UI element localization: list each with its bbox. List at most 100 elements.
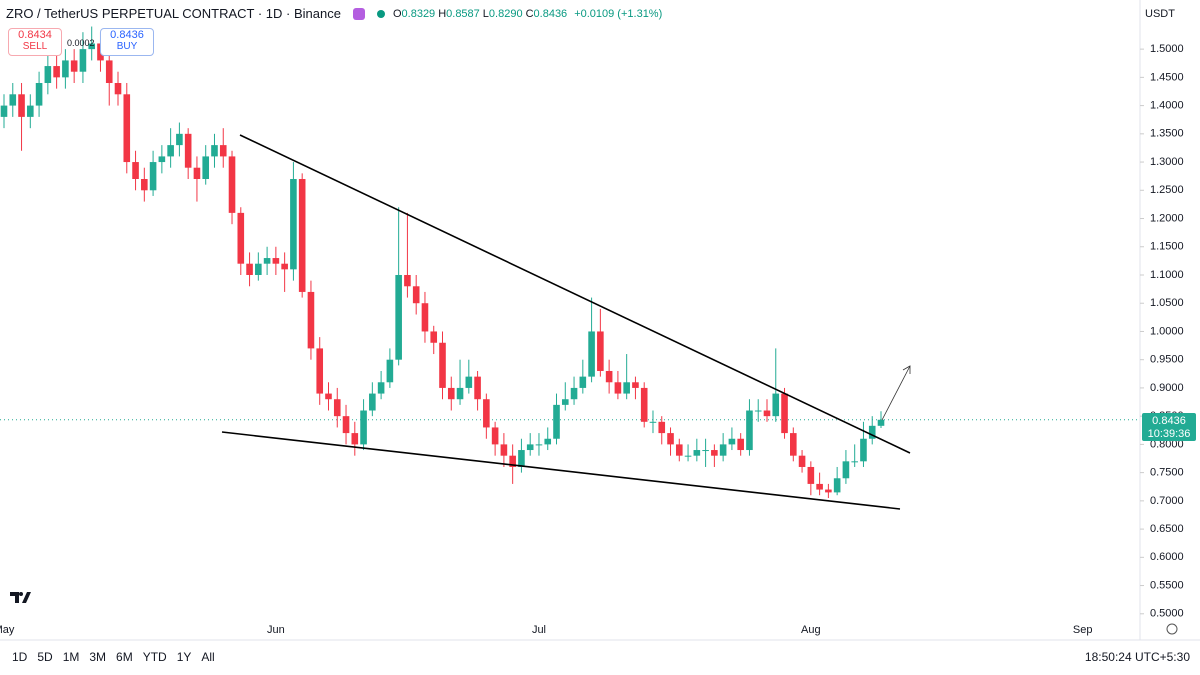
candle-body [325, 393, 332, 400]
candle-body [868, 425, 876, 439]
candle-body [0, 105, 8, 117]
candle-body [860, 438, 867, 462]
candle-body [447, 387, 455, 400]
y-tick-label: 1.2500 [1150, 184, 1184, 196]
candle-body [456, 387, 464, 400]
range-button[interactable]: YTD [142, 650, 167, 664]
candle-body [62, 60, 69, 78]
trend-line [239, 134, 911, 454]
candle-body [640, 387, 648, 422]
y-tick-label: 1.3000 [1150, 156, 1184, 168]
ohlc-value: 0.8290 [488, 7, 523, 20]
y-tick-label: 1.1000 [1150, 269, 1184, 281]
candle-body [158, 156, 166, 163]
candle-body [272, 258, 280, 264]
candle-body [483, 399, 490, 428]
candle-body [597, 331, 604, 371]
ohlc-key: H [438, 7, 447, 20]
sell-price: 0.8434 [18, 29, 52, 41]
candle-body [18, 94, 25, 117]
icon [352, 7, 365, 20]
candle-body [298, 178, 306, 292]
y-tick-label: 1.5000 [1150, 43, 1184, 55]
candle-body [105, 60, 113, 84]
symbol: ZRO / TetherUS PERPETUAL CONTRACT · 1D ·… [6, 6, 341, 21]
candle-body [737, 438, 744, 451]
status-dot [376, 9, 385, 18]
candle-body [772, 393, 780, 417]
candle-body [149, 162, 157, 191]
clock: 18:50:24 UTC+5:30 [1084, 650, 1190, 664]
candle-body [333, 399, 341, 417]
candle-body [141, 178, 148, 191]
y-tick-label: 0.6000 [1150, 551, 1184, 563]
range-button[interactable]: All [201, 650, 215, 664]
ohlc-value: 0.8436 [533, 7, 568, 20]
candle-body [35, 83, 43, 106]
candle-body [369, 393, 376, 411]
candle-body [237, 212, 245, 264]
buy-button[interactable]: 0.8436 BUY [100, 28, 154, 56]
range-button[interactable]: 3M [89, 650, 107, 664]
candle-body [825, 489, 832, 493]
candle-body [377, 382, 385, 394]
ohlc: O 0.8329 H 0.8587 L 0.8290 C 0.8436 [393, 8, 570, 20]
trend-line [221, 431, 901, 510]
sell-label: SELL [22, 41, 48, 52]
candle-body [351, 433, 359, 445]
x-tick-label: May [0, 624, 15, 636]
ohlc-key: O [392, 7, 402, 20]
x-tick-label: Sep [1073, 624, 1093, 636]
change: +0.0109 (+1.31%) [574, 7, 663, 20]
candle-body [255, 263, 262, 275]
y-tick-label: 1.3500 [1150, 128, 1184, 140]
candle-body [693, 450, 701, 456]
range-button[interactable]: 1Y [176, 650, 192, 664]
candle-body [781, 393, 788, 434]
candle-body [746, 410, 753, 451]
candle-body [290, 178, 297, 270]
logo [10, 592, 31, 603]
y-tick-label: 1.4500 [1150, 71, 1184, 83]
ohlc-key: L [482, 7, 489, 20]
header: ZRO / TetherUS PERPETUAL CONTRACT · 1D ·… [6, 6, 665, 21]
candle-body [395, 274, 402, 360]
plot: 0.5000 0.5500 0.6000 0.6500 0.7000 0.7500 0.80… [0, 26, 1184, 636]
candle-body [132, 162, 139, 179]
candle-body [711, 450, 718, 456]
candle-body [763, 410, 771, 417]
candle-body [553, 404, 560, 439]
candle-body [623, 382, 630, 394]
settings-icon[interactable] [1166, 623, 1178, 635]
candle-body [114, 83, 122, 95]
candle-body [193, 167, 201, 179]
candle-body [439, 342, 446, 388]
price-tag-countdown: 10:39:36 [1148, 428, 1191, 440]
y-tick-label: 1.0500 [1150, 297, 1184, 309]
candle-body [570, 387, 578, 400]
candle-body [491, 427, 499, 445]
y-tick-label: 1.1500 [1150, 241, 1184, 253]
candle-body [263, 258, 271, 264]
x-tick-label: Jul [532, 624, 546, 636]
candle-body [649, 421, 657, 423]
sell-button[interactable]: 0.8434 SELL [8, 28, 62, 56]
y-tick-label: 0.5000 [1150, 608, 1184, 620]
candle-body [605, 370, 613, 383]
range-button[interactable]: 5D [37, 650, 53, 664]
range-button[interactable]: 1M [62, 650, 80, 664]
candle-body [412, 286, 420, 304]
candle-body [658, 421, 666, 434]
candle-body [404, 274, 411, 287]
y-axis-label: USDT [1145, 8, 1175, 20]
candle-body [228, 156, 236, 213]
range-button[interactable]: 6M [116, 650, 133, 664]
candle-body [430, 331, 438, 343]
range-button[interactable]: 1D [12, 650, 28, 664]
candle-body [842, 461, 850, 479]
y-tick-label: 1.4000 [1150, 99, 1184, 111]
ohlc-value: 0.8329 [401, 7, 436, 20]
candle-body [518, 450, 525, 467]
